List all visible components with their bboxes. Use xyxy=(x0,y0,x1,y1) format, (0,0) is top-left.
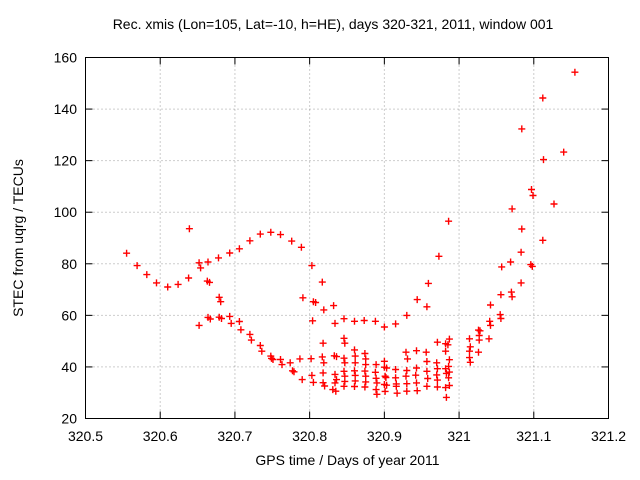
y-tick-label: 120 xyxy=(54,153,78,169)
y-tick-label: 140 xyxy=(54,101,78,117)
x-tick-label: 320.8 xyxy=(292,428,327,444)
y-tick-label: 80 xyxy=(61,256,77,272)
x-tick-label: 321.2 xyxy=(591,428,626,444)
y-tick-label: 20 xyxy=(61,411,77,427)
y-tick-label: 60 xyxy=(61,307,77,323)
x-tick-label: 320.7 xyxy=(217,428,252,444)
data-points xyxy=(123,68,579,401)
x-tick-label: 320.6 xyxy=(143,428,178,444)
x-tick-label: 321.1 xyxy=(516,428,551,444)
y-tick-label: 100 xyxy=(54,204,78,220)
x-tick-label: 320.5 xyxy=(68,428,103,444)
plot-border xyxy=(85,57,609,419)
x-tick-label: 321 xyxy=(447,428,471,444)
chart-title: Rec. xmis (Lon=105, Lat=-10, h=HE), days… xyxy=(112,16,554,32)
y-tick-label: 40 xyxy=(61,359,77,375)
x-tick-label: 320.9 xyxy=(367,428,402,444)
y-tick-label: 160 xyxy=(54,50,78,66)
x-axis-label: GPS time / Days of year 2011 xyxy=(255,452,440,468)
y-axis-label: STEC from uqrg / TECUs xyxy=(10,159,26,317)
